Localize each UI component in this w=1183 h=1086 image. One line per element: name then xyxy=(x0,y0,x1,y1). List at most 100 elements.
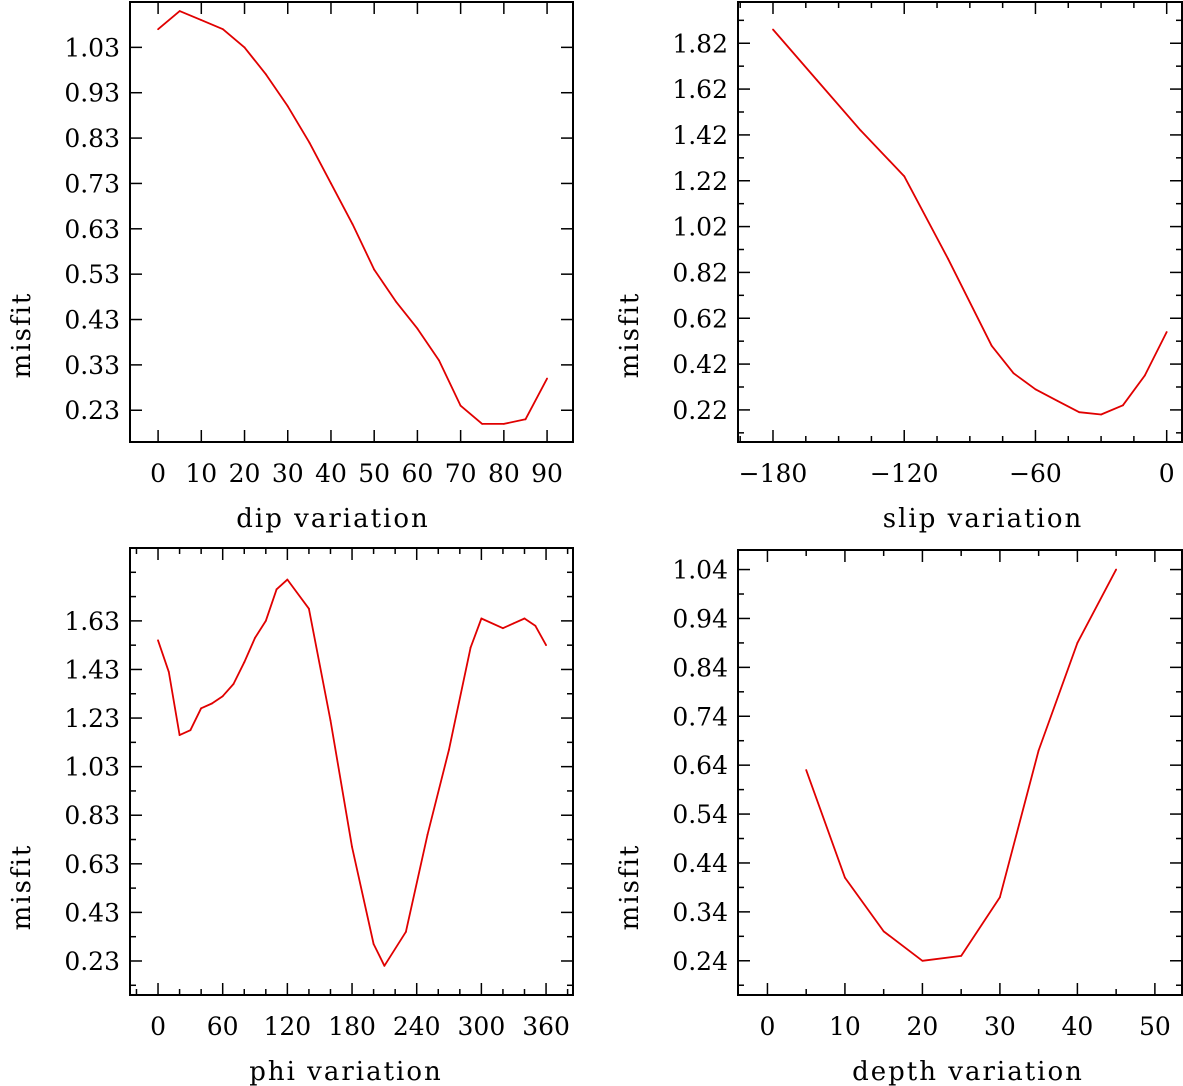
x-tick-label: 50 xyxy=(1139,1012,1171,1041)
data-point xyxy=(459,404,462,407)
data-point xyxy=(448,748,450,751)
x-tick-label: 10 xyxy=(185,459,217,488)
data-point xyxy=(286,578,289,581)
data-point xyxy=(947,257,949,260)
y-axis-title: misfit xyxy=(615,292,645,379)
y-tick-label: 0.42 xyxy=(672,350,728,379)
data-point xyxy=(772,28,774,31)
data-point xyxy=(1037,749,1040,752)
x-axis-title: slip variation xyxy=(883,504,1083,534)
data-point xyxy=(265,73,268,76)
x-axis-title: phi variation xyxy=(249,1057,443,1086)
y-tick-label: 0.34 xyxy=(672,898,728,927)
data-point xyxy=(405,930,407,933)
x-tick-label: 40 xyxy=(1061,1012,1093,1041)
data-point xyxy=(1034,388,1037,391)
data-point xyxy=(990,344,993,347)
x-axis-title: dip variation xyxy=(236,504,429,534)
data-point xyxy=(178,10,181,12)
data-point xyxy=(394,300,397,303)
data-point xyxy=(512,622,515,625)
y-tick-label: 0.43 xyxy=(64,306,120,335)
y-tick-label: 1.23 xyxy=(64,704,120,733)
data-point xyxy=(1115,568,1118,571)
y-tick-label: 0.33 xyxy=(64,351,120,380)
data-point xyxy=(189,729,192,732)
data-point xyxy=(882,930,885,933)
x-tick-label: 90 xyxy=(531,459,563,488)
y-axis-title: misfit xyxy=(7,292,37,379)
data-point xyxy=(157,639,159,642)
y-tick-label: 1.42 xyxy=(672,121,728,150)
x-tick-label: −120 xyxy=(870,459,939,488)
data-point xyxy=(999,896,1001,899)
y-tick-label: 1.82 xyxy=(672,29,728,58)
y-tick-label: 0.24 xyxy=(672,947,728,976)
data-point xyxy=(308,607,310,610)
plot-frame xyxy=(129,1,574,443)
data-point xyxy=(524,418,527,421)
x-tick-label: 40 xyxy=(315,459,347,488)
data-point xyxy=(351,845,353,848)
x-tick-label: 0 xyxy=(150,459,166,488)
data-point xyxy=(1056,399,1059,402)
chart-panel-3: 0 60 120 180 240 300 360 0.23 0.43 0.63 0.83 1.03 1.… xyxy=(7,547,574,1086)
data-point xyxy=(221,695,224,698)
chart-panel-4: 0 10 20 30 40 50 0.24 0.34 0.44 0.54 0.64 0.74 0.84 0… xyxy=(615,549,1183,1086)
data-point xyxy=(329,719,332,722)
x-tick-label: −60 xyxy=(1009,459,1062,488)
data-point xyxy=(502,422,505,425)
x-tick-label: 300 xyxy=(458,1012,506,1041)
plot-frame xyxy=(737,549,1183,996)
data-point xyxy=(815,79,818,81)
plot-frame xyxy=(129,547,574,996)
x-tick-label: 120 xyxy=(264,1012,312,1041)
x-tick-label: 60 xyxy=(207,1012,239,1041)
data-point xyxy=(844,876,846,879)
y-tick-label: 0.63 xyxy=(64,850,120,879)
data-point xyxy=(545,644,547,647)
y-tick-label: 1.03 xyxy=(64,33,120,62)
y-tick-label: 0.84 xyxy=(672,653,728,682)
data-point xyxy=(383,964,386,967)
y-tick-label: 0.73 xyxy=(64,169,120,198)
data-point xyxy=(1078,411,1081,414)
data-point xyxy=(243,661,246,664)
y-tick-label: 0.23 xyxy=(64,947,120,976)
x-tick-label: 30 xyxy=(272,459,304,488)
data-point xyxy=(481,422,484,425)
x-tick-label: 30 xyxy=(984,1012,1016,1041)
y-tick-label: 0.53 xyxy=(64,260,120,289)
x-tick-label: 240 xyxy=(393,1012,441,1041)
y-tick-label: 0.93 xyxy=(64,79,120,108)
chart-panel-1: 0 10 20 30 40 50 60 70 80 90 0.23 0.33 0.43 0.53 0.63 0… xyxy=(7,1,574,534)
data-point xyxy=(286,105,289,108)
x-axis-title: depth variation xyxy=(852,1057,1084,1086)
data-point xyxy=(859,129,862,132)
series-line-misfit xyxy=(805,569,1117,962)
data-point xyxy=(1122,404,1124,407)
y-tick-label: 1.02 xyxy=(672,213,728,242)
data-point xyxy=(438,359,440,362)
x-tick-label: 80 xyxy=(488,459,520,488)
y-tick-label: 1.43 xyxy=(64,655,120,684)
y-tick-label: 0.22 xyxy=(672,396,728,425)
x-tick-label: 360 xyxy=(522,1012,570,1041)
data-point xyxy=(921,959,924,962)
y-tick-label: 0.43 xyxy=(64,898,120,927)
data-point xyxy=(1100,413,1102,416)
x-tick-label: 20 xyxy=(907,1012,939,1041)
data-point xyxy=(1165,331,1168,333)
y-tick-label: 0.62 xyxy=(672,304,728,333)
x-tick-label: −180 xyxy=(739,459,808,488)
data-point xyxy=(1076,642,1079,644)
data-point xyxy=(960,954,963,957)
data-point xyxy=(178,734,181,736)
y-tick-label: 0.54 xyxy=(672,800,728,829)
data-point xyxy=(200,19,203,22)
data-point xyxy=(222,28,224,31)
data-point xyxy=(275,588,278,591)
y-tick-label: 0.44 xyxy=(672,849,728,878)
x-tick-label: 0 xyxy=(759,1012,775,1041)
data-point xyxy=(546,377,548,380)
